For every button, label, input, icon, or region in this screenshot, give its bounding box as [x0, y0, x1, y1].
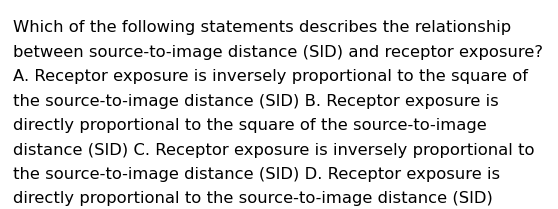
Text: directly proportional to the square of the source-to-image: directly proportional to the square of t…: [13, 118, 487, 133]
Text: A. Receptor exposure is inversely proportional to the square of: A. Receptor exposure is inversely propor…: [13, 69, 528, 84]
Text: directly proportional to the source-to-image distance (SID): directly proportional to the source-to-i…: [13, 191, 493, 206]
Text: Which of the following statements describes the relationship: Which of the following statements descri…: [13, 20, 511, 35]
Text: the source-to-image distance (SID) D. Receptor exposure is: the source-to-image distance (SID) D. Re…: [13, 167, 500, 182]
Text: distance (SID) C. Receptor exposure is inversely proportional to: distance (SID) C. Receptor exposure is i…: [13, 143, 535, 158]
Text: between source-to-image distance (SID) and receptor exposure?: between source-to-image distance (SID) a…: [13, 45, 543, 60]
Text: the source-to-image distance (SID) B. Receptor exposure is: the source-to-image distance (SID) B. Re…: [13, 93, 499, 108]
